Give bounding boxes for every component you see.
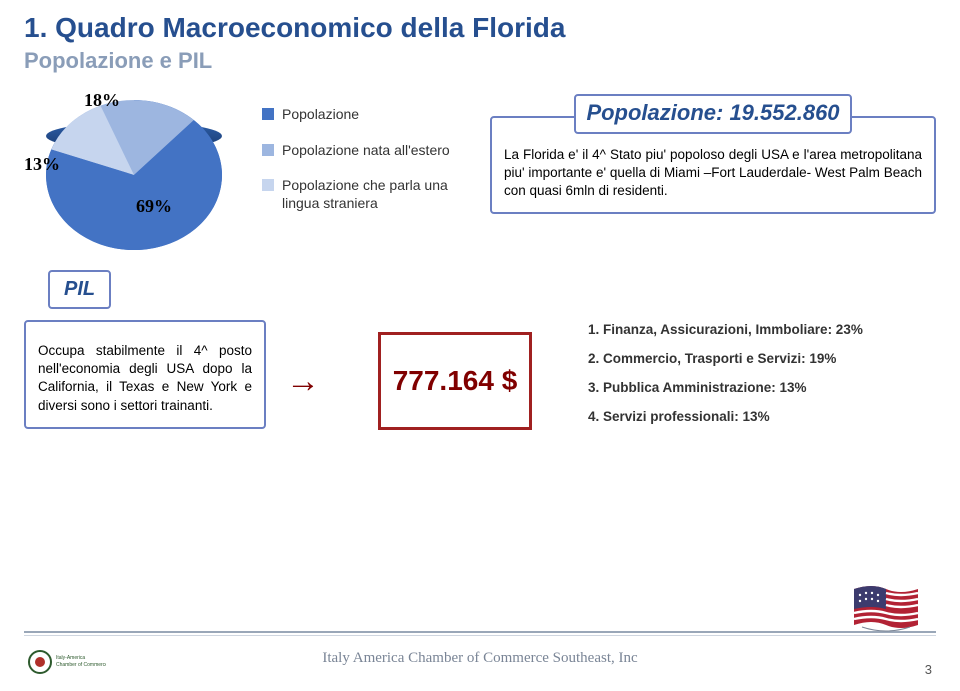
legend-label: Popolazione che parla una lingua stranie… [282,177,472,212]
legend-label: Popolazione nata all'estero [282,142,450,160]
pil-body: Occupa stabilmente il 4^ posto nell'econ… [38,343,252,413]
pil-label: PIL [64,278,95,300]
legend: Popolazione Popolazione nata all'estero … [262,90,472,270]
pil-box: PIL Occupa stabilmente il 4^ posto nell'… [24,320,266,429]
sector-line: 4. Servizi professionali: 13% [588,409,936,424]
slide-title: 1. Quadro Macroeconomico della Florida [0,0,960,48]
pie-label-18: 18% [84,90,120,111]
population-title: Popolazione: 19.552.860 [586,98,839,128]
pie-svg-2 [46,100,222,250]
pie-label-69: 69% [136,196,172,217]
legend-label: Popolazione [282,106,359,124]
arrow-column: → [284,294,322,438]
legend-item: Popolazione che parla una lingua stranie… [262,177,472,212]
flag-icon [852,583,920,633]
population-box: Popolazione: 19.552.860 La Florida e' il… [490,90,936,270]
legend-swatch [262,144,274,156]
value-column: 777.164 $ [340,294,570,438]
population-title-box: Popolazione: 19.552.860 [574,94,851,134]
slide-subtitle: Popolazione e PIL [0,48,960,82]
row-pil: PIL Occupa stabilmente il 4^ posto nell'… [0,270,960,438]
sector-line: 3. Pubblica Amministrazione: 13% [588,380,936,395]
legend-item: Popolazione nata all'estero [262,142,472,160]
legend-swatch [262,179,274,191]
legend-swatch [262,108,274,120]
population-body: La Florida e' il 4^ Stato piu' popoloso … [504,147,922,198]
value-text: 777.164 $ [393,365,518,396]
pie-label-13: 13% [24,154,60,175]
value-box: 777.164 $ [378,332,533,430]
pil-label-box: PIL [48,270,111,309]
sectors-column: 1. Finanza, Assicurazioni, Immboliare: 2… [588,294,936,438]
row-population: 13% 18% 69% Popolazione Popolazione nata… [0,82,960,270]
pil-column: PIL Occupa stabilmente il 4^ posto nell'… [24,294,266,438]
pie-chart: 13% 18% 69% [24,90,244,270]
arrow-icon: → [286,362,320,401]
sector-line: 1. Finanza, Assicurazioni, Immboliare: 2… [588,322,936,337]
population-main-box: Popolazione: 19.552.860 La Florida e' il… [490,116,936,214]
footer-rule [24,631,936,635]
footer-org: Italy America Chamber of Commerce Southe… [0,650,960,667]
sector-line: 2. Commercio, Trasporti e Servizi: 19% [588,351,936,366]
legend-item: Popolazione [262,106,472,124]
page-number: 3 [925,662,932,677]
